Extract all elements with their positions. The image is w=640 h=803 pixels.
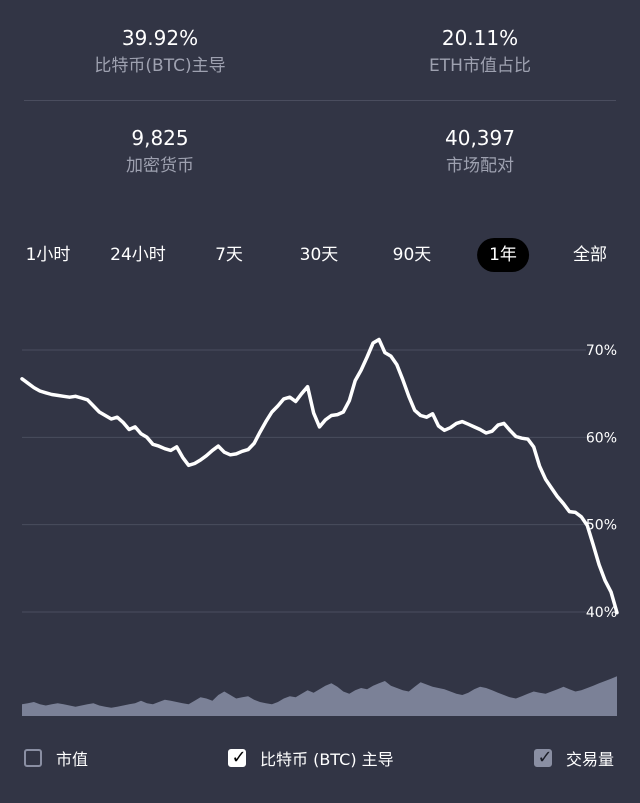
y-tick-label: 40% [586, 605, 617, 621]
y-axis-ticks: 70% 60% 50% 40% [586, 343, 617, 621]
btc-dominance-value: 39.92% [121, 26, 199, 50]
btc-dominance-label: 比特币(BTC)主导 [94, 56, 226, 76]
legend-btc-dominance[interactable]: ✓ 比特币 (BTC) 主导 [228, 740, 394, 776]
volume-area [22, 676, 617, 716]
eth-share-label: ETH市值占比 [429, 56, 531, 76]
check-icon: ✓ [231, 747, 247, 768]
market-pairs-value: 40,397 [445, 126, 515, 150]
market-pairs-stat: 40,397 市场配对 [320, 126, 640, 178]
eth-share-value: 20.11% [441, 26, 519, 50]
chart-grid [22, 349, 586, 613]
time-range-selector: 1小时 24小时 7天 30天 90天 1年 全部 [0, 236, 640, 274]
legend-market-cap[interactable]: 市值 [24, 740, 88, 776]
cryptocurrencies-label: 加密货币 [126, 156, 194, 176]
range-1h[interactable]: 1小时 [25, 245, 71, 265]
range-1y[interactable]: 1年 [477, 238, 529, 272]
btc-dominance-checkbox[interactable]: ✓ [228, 747, 247, 768]
legend-volume[interactable]: ✓ 交易量 [534, 740, 614, 776]
chart-legend: 市值 ✓ 比特币 (BTC) 主导 ✓ 交易量 [0, 740, 640, 776]
dominance-chart: 70% 60% 50% 40% [20, 337, 619, 716]
range-7d[interactable]: 7天 [215, 245, 243, 265]
legend-market-cap-label: 市值 [56, 750, 89, 769]
legend-volume-label: 交易量 [566, 750, 615, 769]
range-24h[interactable]: 24小时 [110, 245, 166, 265]
volume-series [22, 676, 617, 716]
dominance-line [20, 337, 619, 615]
market-pairs-label: 市场配对 [446, 156, 514, 176]
volume-checkbox[interactable]: ✓ [534, 747, 553, 768]
cryptocurrencies-value: 9,825 [131, 126, 189, 150]
range-90d[interactable]: 90天 [392, 245, 432, 265]
y-tick-label: 50% [586, 518, 617, 534]
check-icon: ✓ [537, 747, 553, 768]
dominance-series [20, 337, 619, 615]
range-all[interactable]: 全部 [573, 245, 607, 265]
y-tick-label: 60% [586, 430, 617, 446]
legend-btc-dominance-label: 比特币 (BTC) 主导 [260, 750, 394, 769]
btc-dominance-stat: 39.92% 比特币(BTC)主导 [0, 26, 320, 78]
y-tick-label: 70% [586, 343, 617, 359]
eth-share-stat: 20.11% ETH市值占比 [320, 26, 640, 78]
cryptocurrencies-stat: 9,825 加密货币 [0, 126, 320, 178]
stats-divider [24, 100, 616, 101]
range-30d[interactable]: 30天 [299, 245, 339, 265]
market-cap-checkbox[interactable] [24, 749, 42, 767]
